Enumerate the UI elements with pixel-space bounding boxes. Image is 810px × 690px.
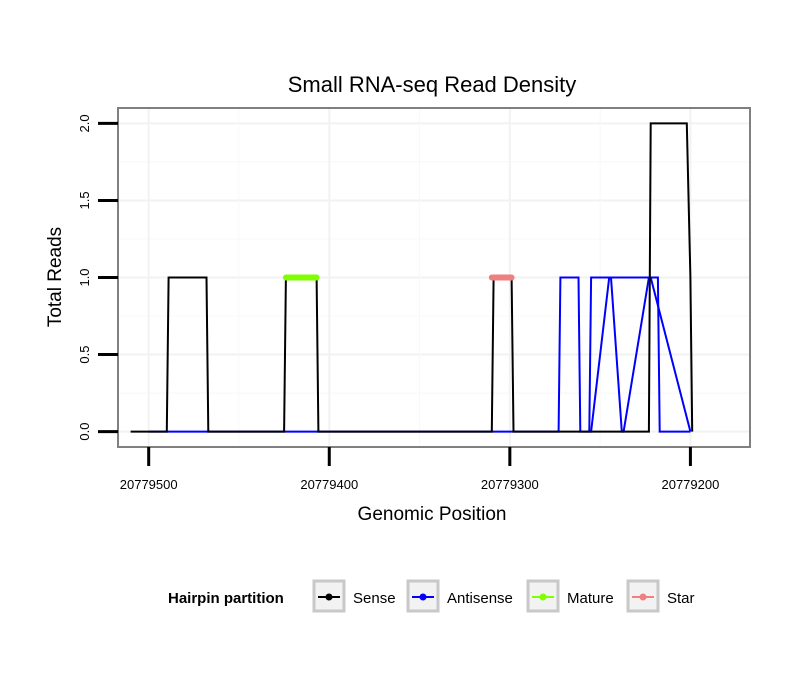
x-tick-label: 20779300 (481, 477, 539, 492)
chart-title: Small RNA-seq Read Density (288, 72, 577, 97)
legend-title: Hairpin partition (168, 590, 284, 607)
y-axis: 0.0 0.5 1.0 1.5 2.0 (77, 114, 118, 441)
y-tick-label: 1.0 (77, 268, 92, 286)
legend-key-dot (539, 593, 547, 601)
x-tick-label: 20779500 (120, 477, 178, 492)
legend-key-dot (639, 593, 647, 601)
series-line-sense (130, 122, 694, 433)
y-tick-label: 0.5 (77, 346, 92, 364)
x-axis: 20779500 20779400 20779300 20779200 (120, 447, 719, 492)
y-tick-label: 2.0 (77, 114, 92, 132)
legend-label-mature: Mature (567, 590, 614, 607)
y-axis-title: Total Reads (45, 227, 66, 327)
legend: Hairpin partition Sense Antisense Mature St… (168, 579, 695, 613)
legend-label-sense: Sense (353, 590, 396, 607)
y-tick-label: 1.5 (77, 191, 92, 209)
y-tick-label: 0.0 (77, 423, 92, 441)
data-series (130, 122, 694, 433)
legend-label-star: Star (667, 590, 695, 607)
legend-label-antisense: Antisense (447, 590, 513, 607)
x-axis-title: Genomic Position (358, 504, 507, 525)
legend-key-dot (325, 593, 333, 601)
x-tick-label: 20779400 (300, 477, 358, 492)
x-tick-label: 20779200 (661, 477, 719, 492)
legend-key-dot (419, 593, 427, 601)
